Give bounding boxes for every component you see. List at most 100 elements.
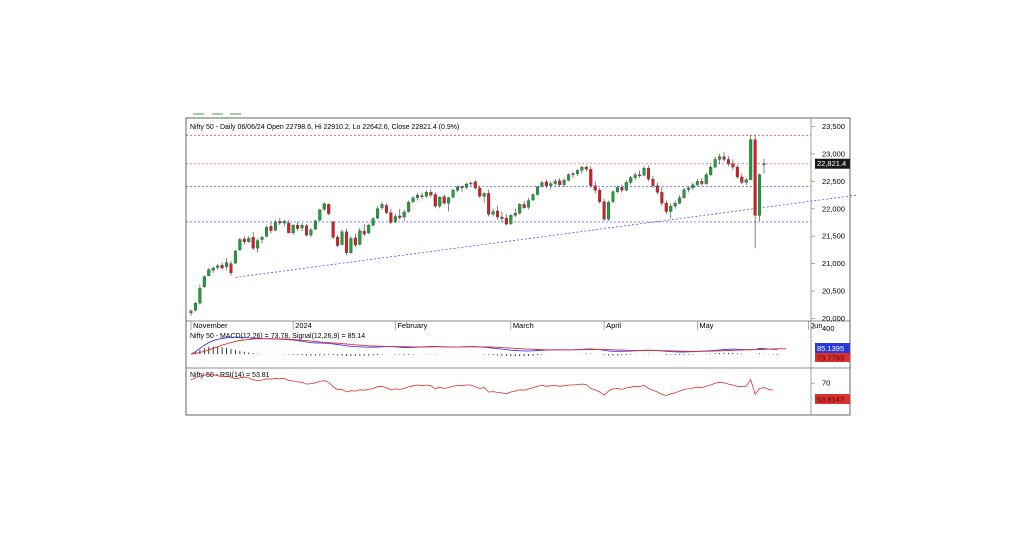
last-value-label: 22,821.4 (815, 158, 850, 169)
rsi-panel-title: Nifty 50 - RSI(14) = 53.81 (190, 372, 270, 379)
candle-body (469, 182, 473, 185)
candle-body (358, 230, 362, 245)
macd-y-ticks: 400 (811, 324, 835, 333)
candle-body (273, 221, 277, 231)
rsi-y-ticks: 70 (811, 379, 830, 388)
candle-body (349, 238, 353, 253)
x-tick-label: May (699, 321, 713, 330)
candle-body (655, 185, 659, 193)
candle-body (367, 225, 371, 234)
x-tick-label: November (193, 321, 228, 330)
candle-body (664, 203, 668, 212)
candle-body (229, 263, 233, 274)
signal-value-label-text: 73.7799 (817, 354, 844, 363)
macd-value-label: 85.1395 (815, 343, 850, 353)
candle-body (304, 225, 309, 236)
rsi-series-line (190, 373, 773, 396)
candle-body (731, 163, 735, 168)
candle-body (673, 203, 677, 207)
candle-body (407, 202, 411, 212)
candle-body (322, 203, 326, 210)
signal-value-label-bg (815, 353, 850, 362)
candle-body (629, 177, 633, 183)
macd-panel: Nifty 50 - MACD(12,26) = 73.78, Signal(1… (186, 321, 850, 369)
price-y-ticks: 23,500 23,000 22,500 22,000 21,500 21,000 20,5… (811, 122, 845, 323)
price-y-tick-label: 22,000 (822, 204, 845, 213)
candle-body (495, 210, 500, 218)
candle-body (202, 276, 206, 287)
candle-body (540, 182, 544, 187)
candle-body (198, 288, 202, 304)
candle-body (713, 159, 717, 168)
candles (189, 135, 766, 316)
macd-value-label-text: 85.1395 (817, 344, 844, 353)
candle-body (251, 237, 255, 249)
rsi-value-label-bg (815, 394, 850, 404)
candle-body (544, 181, 548, 186)
candle-body (571, 173, 575, 175)
candle-body (584, 166, 588, 170)
rsi-value-label: 53.8147 (815, 394, 850, 404)
candle-body (531, 194, 535, 201)
candle-body (527, 200, 531, 208)
price-y-tick-label: 21,000 (822, 259, 845, 268)
candle-body (193, 302, 197, 311)
candle-body (562, 180, 566, 185)
candle-body (749, 139, 753, 180)
macd-lines (190, 336, 787, 355)
candle-body (242, 238, 246, 242)
candle-body (282, 221, 286, 224)
candle-body (473, 181, 477, 189)
candle-body (238, 239, 242, 251)
candle-body (442, 196, 446, 204)
candle-body (553, 181, 557, 184)
candle-body (313, 220, 317, 230)
candle-body (740, 176, 744, 183)
candle-body (762, 163, 766, 166)
candle-body (686, 187, 691, 190)
x-tick-label: February (397, 321, 427, 330)
rsi-line (190, 373, 773, 396)
candle-body (735, 166, 739, 178)
candle-body (380, 204, 384, 208)
candle-body (509, 215, 513, 224)
candle-body (682, 189, 686, 198)
candle-body (598, 189, 602, 202)
price-y-tick-label: 22,500 (822, 177, 845, 186)
price-y-tick-label: 23,500 (822, 122, 845, 131)
candle-body (420, 195, 424, 197)
candle-body (233, 250, 237, 264)
candle-body (487, 193, 491, 215)
candle-body (438, 197, 442, 207)
price-y-tick-label: 21,500 (822, 232, 845, 241)
candle-body (393, 216, 397, 222)
macd-y-tick-label: 400 (822, 324, 835, 333)
candle-body (225, 262, 229, 268)
candle-body (416, 194, 420, 198)
candle-body (633, 174, 637, 178)
candle-body (398, 215, 402, 218)
candle-body (264, 227, 269, 237)
candle-body (260, 237, 264, 240)
candle-body (500, 216, 504, 219)
price-panel: Nifty 50 - Daily 06/06/24 Open 22798.6, … (186, 118, 858, 330)
price-y-tick-label: 23,000 (822, 149, 845, 158)
candle-body (291, 225, 295, 234)
price-x-ticks: November 2024 February March April May Jun (190, 321, 823, 330)
candle-body (464, 183, 468, 188)
x-tick-label: March (513, 321, 534, 330)
x-tick-label: 2024 (295, 321, 312, 330)
candle-body (535, 186, 539, 195)
last-value-label-bg (815, 158, 850, 169)
candle-body (296, 225, 300, 229)
candle-body (704, 174, 708, 184)
signal-value-label: 73.7799 (815, 353, 850, 363)
candle-body (607, 202, 611, 220)
price-reference-lines (186, 134, 858, 278)
rsi-y-tick-label: 70 (822, 379, 830, 388)
candle-body (318, 209, 322, 221)
candle-body (700, 181, 704, 184)
x-tick-label: Jun (810, 321, 822, 330)
rsi-value-label-text: 53.8147 (817, 395, 844, 404)
